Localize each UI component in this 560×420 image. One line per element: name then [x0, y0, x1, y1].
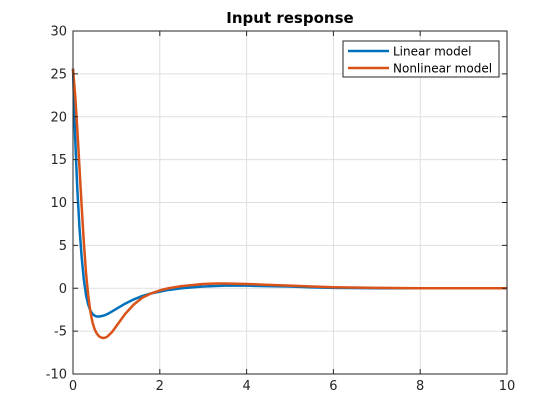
legend-label: Linear model — [393, 45, 471, 59]
y-tick-label: 5 — [59, 239, 67, 254]
x-tick-label: 4 — [242, 379, 250, 394]
series-line-linear-model — [71, 68, 507, 318]
y-tick-label: -10 — [46, 368, 67, 383]
y-tick-label: 25 — [50, 67, 67, 82]
plot-series — [71, 68, 507, 340]
legend: Linear model Nonlinear model — [342, 40, 500, 78]
x-tick-label: 8 — [416, 379, 424, 394]
series-line-nonlinear-model — [71, 68, 507, 340]
axis-ticks: 0 2 4 6 8 10 -10 -5 0 5 10 15 20 25 30 — [46, 25, 516, 395]
y-tick-label: 10 — [50, 196, 67, 211]
x-tick-label: 2 — [156, 379, 164, 394]
y-tick-label: -5 — [54, 325, 67, 340]
y-tick-label: 0 — [59, 282, 67, 297]
y-tick-label: 30 — [50, 25, 67, 40]
chart-title: Input response — [226, 9, 353, 27]
y-tick-label: 15 — [50, 153, 67, 168]
legend-box — [342, 40, 500, 78]
x-tick-label: 6 — [329, 379, 337, 394]
x-tick-label: 10 — [499, 379, 516, 394]
x-tick-label: 0 — [69, 379, 77, 394]
y-tick-label: 20 — [50, 110, 67, 125]
grid — [72, 30, 508, 375]
legend-label: Nonlinear model — [393, 62, 492, 76]
